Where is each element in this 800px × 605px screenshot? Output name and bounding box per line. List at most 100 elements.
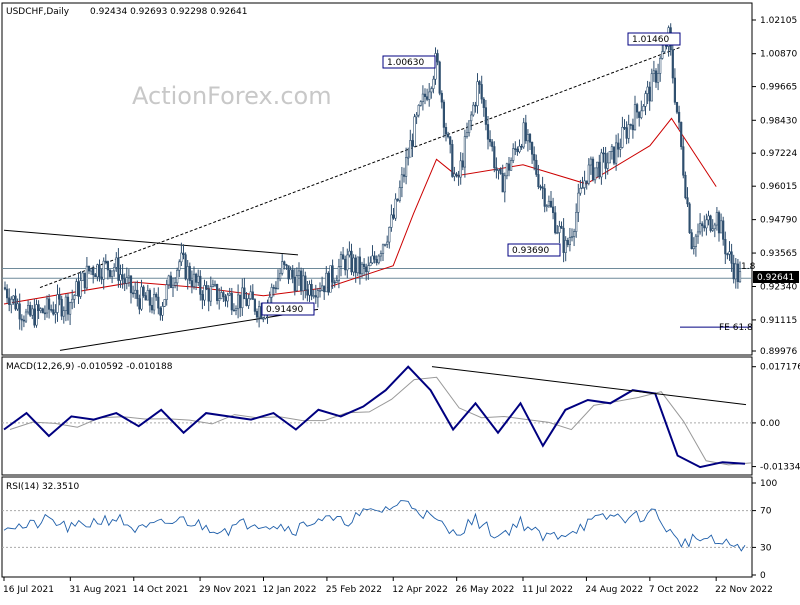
annotation-trough: 0.93690 [507,243,561,257]
candle-body [18,303,21,320]
annotation-trough-label: 0.93690 [512,246,549,256]
candle [121,264,124,289]
candle-body [318,289,322,292]
candle-body [335,280,338,283]
candle-body [684,174,687,199]
candle-body [516,148,519,153]
candle-body [123,278,126,284]
candle [608,151,611,164]
candle-body [47,298,51,310]
candle [127,269,131,287]
candle-body [45,298,49,314]
candle-body [728,251,731,255]
candle [419,100,422,107]
candle-body [289,269,292,280]
candle [476,73,479,114]
candle [551,197,555,220]
candle [192,266,196,290]
candle [541,176,544,200]
candle-body [635,104,639,113]
candle [736,258,739,289]
candles [3,23,742,331]
candle-body [530,141,534,155]
candle [161,301,164,321]
candle-body [495,167,498,171]
candle [77,273,80,305]
candle [291,265,294,284]
candle [602,146,605,163]
candle-body [205,285,208,290]
candle-body [195,273,198,283]
candle-body [583,180,586,188]
candle [360,261,364,278]
candle [35,299,38,328]
candle [522,117,525,149]
candle [356,256,359,277]
candle-body [171,284,175,289]
candle [627,114,630,144]
candle [180,242,183,266]
candle-body [386,241,389,245]
candle [234,305,238,316]
candle [245,292,248,307]
candle-body [83,272,86,289]
candle [491,139,494,152]
candle-body [291,269,294,278]
candle [713,222,716,238]
price-tick-label: 0.97224 [760,149,797,159]
candle-body [688,203,691,233]
candle-body [446,133,450,138]
candle [211,279,215,288]
candle-body [87,265,91,272]
candle [251,284,254,300]
candle-body [734,263,737,280]
candle [444,122,448,142]
candle [184,252,187,281]
candle [318,282,322,298]
candle-body [518,145,521,153]
candle-body [543,188,546,207]
macd-trendline [431,366,747,406]
watermark: ActionForex.com [132,82,332,110]
candle-body [640,110,643,118]
candle [253,298,257,315]
candle-body [60,298,63,317]
candle-body [176,269,179,284]
candle [54,304,57,324]
candle [12,295,15,305]
candle-body [703,225,706,229]
candle [144,292,147,301]
candle-body [680,121,683,147]
candle-body [365,266,368,273]
candle-body [64,296,67,311]
macd-tick-label: 0.00 [760,419,780,429]
candle [711,219,714,232]
candle-body [106,261,109,271]
candle [297,262,301,286]
candle [230,287,233,315]
candle-body [234,308,238,311]
candle [176,267,179,291]
candle-body [732,262,735,280]
candle-body [98,264,101,278]
candle-body [253,299,257,312]
candle [16,298,19,311]
candle [640,100,643,120]
candle-body [6,288,9,299]
candle [556,225,559,235]
candle-body [369,262,372,266]
price-tick-label: 0.94790 [760,216,797,226]
candle [709,214,712,233]
candle-body [413,116,416,147]
candle [367,256,370,280]
candle [29,301,32,317]
candle-body [35,304,38,326]
candle-body [270,287,273,298]
candle [449,135,452,154]
chart-header-symbol: USDCHF,Daily [6,7,70,17]
candle-body [264,314,267,319]
candle [205,281,208,291]
candle-body [241,287,244,309]
candle-body [144,295,147,301]
candle [680,121,683,150]
